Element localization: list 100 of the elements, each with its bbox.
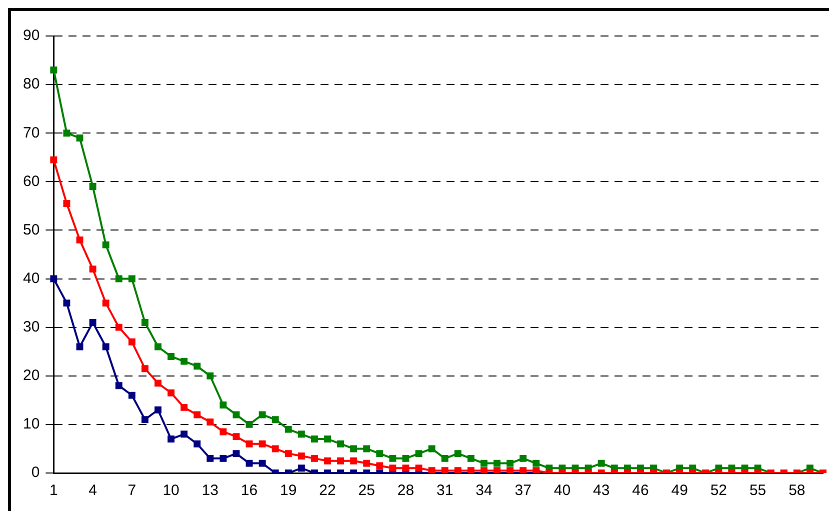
point [141,319,148,326]
point [50,66,58,74]
point [598,460,605,467]
x-tick-label: 10 [162,482,180,500]
point [246,420,253,428]
x-tick-label: 4 [88,482,97,500]
x-tick-label: 13 [202,482,218,500]
y-tick-label: 80 [22,76,40,93]
point [454,467,462,473]
point [337,440,344,448]
point [506,460,514,467]
point [272,416,279,424]
point [180,430,188,438]
point [494,467,500,473]
point [506,467,514,473]
point [232,433,240,440]
point [441,454,448,462]
point [115,382,122,390]
x-tick-label: 46 [632,482,649,500]
point [220,428,227,436]
point [115,324,122,331]
point [298,430,305,438]
point [76,343,84,350]
point [206,454,214,462]
point [298,452,305,460]
x-tick-label: 16 [240,482,258,500]
point [441,467,448,473]
point [310,436,318,442]
point [115,275,122,282]
point [76,236,84,244]
point [50,156,58,164]
point [206,372,214,380]
point [532,460,540,467]
point [168,436,175,442]
point [467,467,474,473]
point [454,450,462,458]
x-tick-label: 31 [436,482,454,500]
point [194,440,201,448]
x-tick-label: 28 [397,482,414,500]
y-tick-label: 40 [22,270,40,287]
point [350,445,358,452]
y-tick-label: 0 [31,464,40,482]
point [102,343,110,350]
x-tick-label: 43 [592,482,610,500]
point [50,275,58,282]
point [232,411,240,418]
x-tick-label: 25 [358,482,375,500]
x-tick-label: 22 [319,482,336,500]
point [206,418,214,426]
point [246,440,253,448]
x-tick-label: 52 [710,482,728,500]
x-tick-label: 19 [280,482,297,500]
point [154,406,162,414]
point [154,343,162,350]
y-tick-label: 50 [22,221,40,238]
point [128,275,136,282]
point [363,445,370,452]
point [76,134,84,142]
point [298,464,305,472]
point [89,319,96,326]
y-tick-label: 20 [22,367,40,384]
x-tick-label: 7 [128,482,136,500]
y-tick-label: 60 [22,172,40,190]
point [180,404,188,411]
point [337,457,344,464]
point [324,436,331,442]
x-tick-label: 34 [476,482,492,500]
x-tick-label: 58 [788,482,806,500]
point [141,365,148,372]
point [63,300,70,307]
point [232,450,240,458]
point [168,352,175,360]
point [220,402,227,408]
point [284,426,292,433]
point [402,454,410,462]
point [63,200,70,207]
point [168,389,175,396]
point [376,462,384,470]
x-tick-label: 55 [749,482,766,500]
point [102,241,110,248]
point [128,392,136,399]
point [520,454,527,462]
point [141,416,148,424]
point [494,460,500,467]
point [467,454,474,462]
point [220,454,227,462]
point [258,460,266,467]
y-tick-label: 70 [22,124,40,142]
x-tick-label: 49 [671,482,688,500]
point [480,467,488,473]
point [389,454,396,462]
point [480,460,488,467]
x-tick-label: 37 [514,482,532,500]
point [324,457,331,464]
point [363,460,370,467]
point [428,445,436,452]
point [102,300,110,307]
y-tick-label: 10 [22,416,40,433]
point [258,411,266,418]
point [415,450,422,458]
